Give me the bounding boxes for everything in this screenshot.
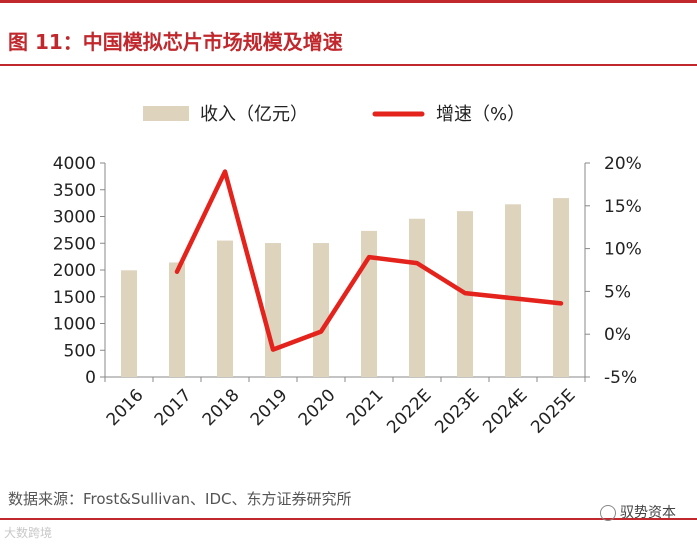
x-tick-label: 2018 <box>199 385 244 430</box>
top-rule <box>0 0 697 3</box>
figure-title: 图 11：中国模拟芯片市场规模及增速 <box>8 30 343 54</box>
bar-2020 <box>313 243 329 377</box>
y-left-tick-label: 0 <box>85 368 96 388</box>
watermark-right: 驭势资本 <box>600 502 676 522</box>
y-left-tick-label: 1000 <box>53 315 96 335</box>
x-tick-label: 2025E <box>527 385 579 437</box>
title-rule <box>0 64 697 66</box>
legend-line-label: 增速（%） <box>436 104 525 125</box>
y-left-tick-label: 3000 <box>53 208 96 228</box>
chart: 收入（亿元） 增速（%） 2016 2017 2018 2019 2020 2021202… <box>53 104 642 438</box>
bar-2021 <box>361 230 377 377</box>
source-note: 数据来源：Frost&Sullivan、IDC、东方证券研究所 <box>8 490 352 508</box>
y-right-tick-label: -5% <box>604 368 637 388</box>
x-tick-label: 2019 <box>247 385 292 430</box>
wechat-logo-icon <box>600 505 616 521</box>
bar-2018 <box>217 240 233 377</box>
y-right-tick-label: 15% <box>604 197 642 217</box>
y-left-tick-labels: 0 500 1000 1500 2000 2500 3000 3500 4000 <box>53 154 96 388</box>
x-tick-label: 2017 <box>151 385 196 430</box>
y-right-tick-label: 5% <box>604 282 631 302</box>
legend: 收入（亿元） 增速（%） <box>143 104 525 125</box>
x-tick-label: 2023E <box>431 385 483 437</box>
x-tick-label: 2024E <box>479 385 531 437</box>
y-right-tick-label: 0% <box>604 325 631 345</box>
y-left-tick-label: 4000 <box>53 154 96 174</box>
bar-2016 <box>121 270 137 377</box>
legend-bar-swatch <box>143 106 189 121</box>
y-left-tick-label: 1500 <box>53 288 96 308</box>
x-tick-label: 2022E <box>383 385 435 437</box>
bar-2025E <box>553 198 569 377</box>
bar-2022E <box>409 218 425 377</box>
x-tick-label: 2021 <box>343 385 388 430</box>
bar-series <box>121 198 569 377</box>
y-right-tick-label: 20% <box>604 154 642 174</box>
y-right-tick-label: 10% <box>604 240 642 260</box>
bar-2019 <box>265 243 281 377</box>
watermark-right-text: 驭势资本 <box>620 505 676 521</box>
y-left-tick-label: 3500 <box>53 181 96 201</box>
x-tick-label: 2016 <box>103 385 148 430</box>
legend-bar-label: 收入（亿元） <box>200 104 308 125</box>
x-tick-label: 2020 <box>295 385 340 430</box>
bar-2024E <box>505 204 521 377</box>
y-right-tick-labels: -5% 0% 5% 10% 15% 20% <box>604 154 642 388</box>
line-series <box>174 169 564 352</box>
y-left-tick-label: 2000 <box>53 261 96 281</box>
x-tick-labels: 2016 2017 2018 2019 2020 20212022E2023E2024E2… <box>103 385 580 437</box>
y-left-tick-label: 2500 <box>53 234 96 254</box>
bar-2017 <box>169 262 185 377</box>
watermark-left: 大数跨境 <box>4 526 53 540</box>
y-left-tick-label: 500 <box>64 341 96 361</box>
bottom-rule <box>0 518 697 520</box>
